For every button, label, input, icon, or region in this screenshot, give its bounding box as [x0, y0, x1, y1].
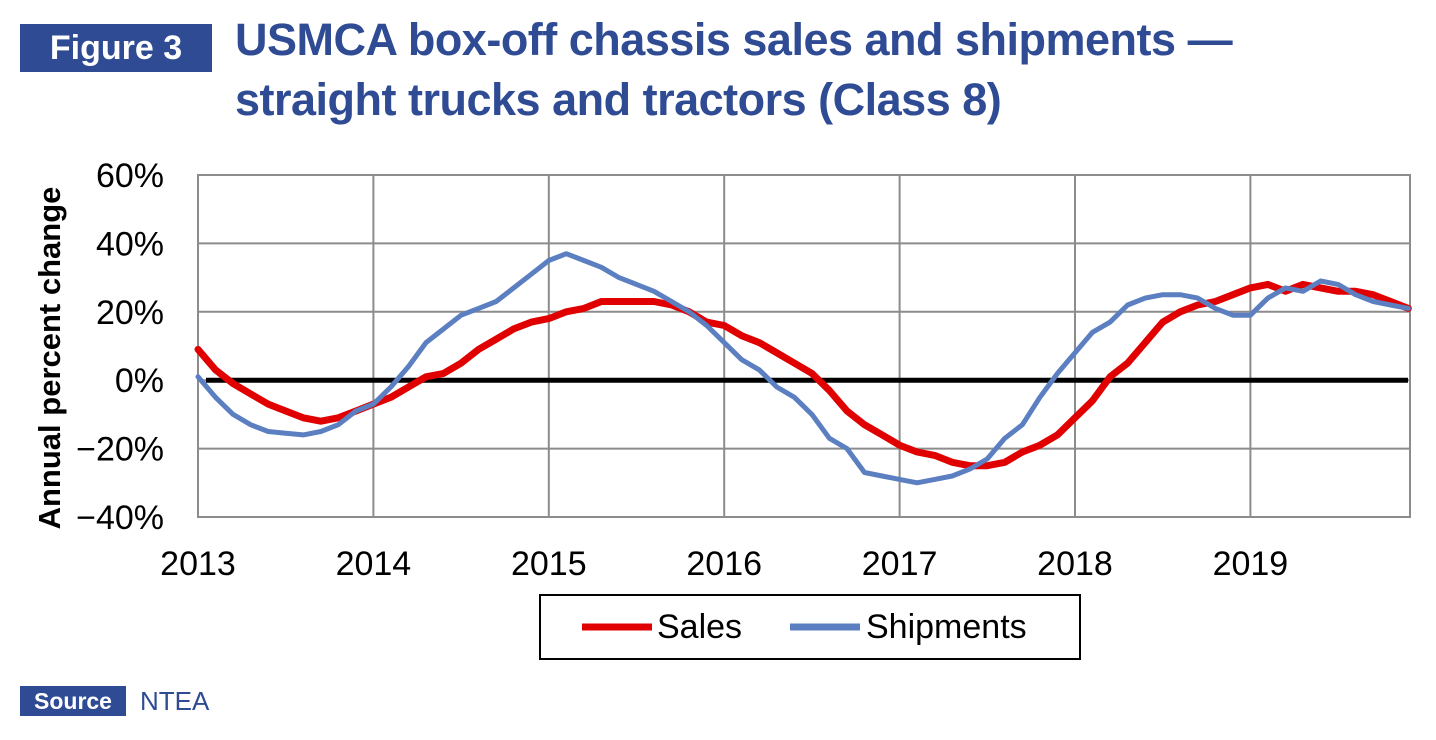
y-tick-label: 0%: [115, 362, 164, 400]
grid: [197, 174, 1411, 518]
legend-label-sales: Sales: [657, 608, 742, 646]
x-tick-label: 2017: [862, 545, 938, 583]
chart-title: USMCA box-off chassis sales and shipment…: [235, 10, 1415, 130]
series-group: [194, 251, 1412, 486]
legend-label-shipments: Shipments: [866, 608, 1027, 646]
figure-badge: Figure 3: [20, 24, 212, 72]
y-tick-label: −20%: [76, 431, 164, 469]
title-line-1: USMCA box-off chassis sales and shipment…: [235, 14, 1233, 65]
x-tick-label: 2015: [511, 545, 587, 583]
source-badge: Source: [20, 686, 126, 716]
x-tick-label: 2016: [686, 545, 762, 583]
y-tick-label: 20%: [96, 294, 164, 332]
series-line-shipments: [195, 251, 1411, 486]
y-axis-label: Annual percent change: [32, 187, 67, 530]
x-axis-ticks: 2013 2014 2015 2016 2017 2018 2019: [160, 545, 1288, 583]
plot-area-border: [197, 174, 1411, 518]
y-axis-ticks: −40% −20% 0% 20% 40% 60%: [76, 157, 164, 537]
title-line-2: straight trucks and tractors (Class 8): [235, 74, 1002, 125]
x-tick-label: 2019: [1213, 545, 1289, 583]
y-tick-label: −40%: [76, 499, 164, 537]
x-tick-label: 2018: [1037, 545, 1113, 583]
legend: Sales Shipments: [539, 594, 1081, 660]
y-tick-label: 40%: [96, 225, 164, 263]
y-tick-label: 60%: [96, 157, 164, 195]
x-tick-label: 2013: [160, 545, 236, 583]
source-text: NTEA: [140, 686, 210, 716]
x-tick-label: 2014: [336, 545, 412, 583]
